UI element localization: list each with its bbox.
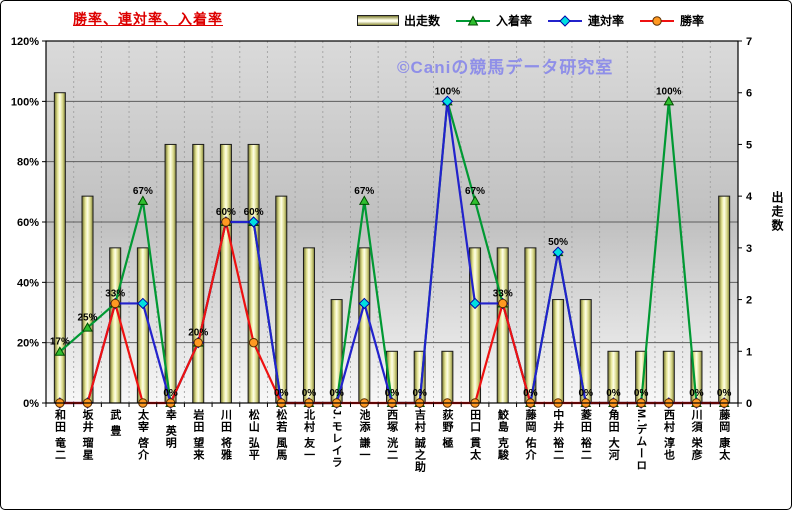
bar-starts [358, 247, 371, 404]
left-axis-tick-label: 20% [17, 338, 39, 350]
circle-line-icon [640, 15, 675, 26]
bar-starts [247, 143, 260, 404]
left-axis-tick-label: 40% [17, 277, 39, 289]
triangle-marker-finish-rate [469, 195, 481, 205]
right-axis-tick-label: 0 [746, 398, 752, 410]
bar-starts [496, 247, 509, 404]
bar-starts [136, 247, 149, 404]
right-axis-tick-label: 7 [746, 36, 752, 48]
circle-marker-win-rate [110, 298, 120, 309]
right-axis-tick-label: 5 [746, 139, 752, 151]
legend-item-finish-rate: 入着率 [455, 12, 532, 29]
diamond-line-icon [548, 14, 583, 27]
triangle-marker-finish-rate [663, 95, 675, 106]
circle-marker-win-rate [498, 298, 508, 309]
bar-starts [81, 195, 94, 404]
triangle-marker-finish-rate [137, 195, 149, 205]
right-axis-tick-label: 4 [746, 191, 753, 203]
diamond-marker-quinella-rate [247, 216, 260, 228]
left-axis-tick-label: 120% [11, 36, 39, 48]
diamond-marker-quinella-rate [358, 297, 371, 310]
point-label: 50% [548, 237, 568, 248]
legend-item-quinella-rate: 連対率 [547, 12, 624, 29]
legend-label-quinella-rate: 連対率 [588, 14, 625, 28]
right-axis-title: 出走数 [770, 191, 784, 233]
point-label: 0% [302, 388, 317, 399]
point-label: 0% [717, 388, 732, 399]
point-label: 60% [216, 207, 236, 218]
bar-starts [109, 247, 122, 404]
point-label: 100% [435, 86, 461, 97]
left-axis-tick-label: 0% [23, 398, 39, 410]
chart-title: 勝率、連対率、入着率 [73, 11, 223, 27]
legend-label-starts: 出走数 [404, 14, 441, 28]
circle-marker-win-rate [248, 337, 259, 348]
diamond-marker-quinella-rate [552, 246, 564, 258]
legend: 出走数 入着率 連対率 勝率 [357, 12, 704, 29]
point-label: 0% [163, 388, 178, 399]
point-label: 67% [354, 186, 374, 197]
point-label: 0% [274, 388, 289, 399]
point-label: 0% [689, 388, 704, 399]
triangle-marker-finish-rate [82, 322, 93, 332]
left-axis-tick-label: 60% [17, 217, 39, 229]
point-label: 0% [579, 388, 594, 399]
point-label: 0% [329, 388, 344, 399]
point-label: 25% [78, 313, 98, 324]
bar-starts [164, 143, 177, 404]
right-axis-tick-label: 1 [746, 346, 752, 358]
right-axis-tick-label: 2 [746, 295, 752, 307]
point-label: 0% [523, 388, 538, 399]
legend-item-win-rate: 勝率 [639, 12, 704, 29]
bar-starts [302, 247, 315, 404]
left-axis-tick-label: 100% [11, 96, 39, 108]
point-label: 17% [50, 337, 70, 348]
diamond-marker-quinella-rate [137, 297, 149, 310]
legend-label-win-rate: 勝率 [680, 14, 705, 28]
bar-starts [718, 195, 731, 404]
triangle-line-icon [456, 14, 491, 25]
point-label: 0% [606, 388, 621, 399]
point-label: 33% [493, 288, 513, 299]
legend-label-finish-rate: 入着率 [496, 14, 533, 28]
point-label: 60% [244, 207, 264, 218]
point-label: 0% [412, 388, 427, 399]
point-label: 20% [188, 328, 208, 339]
bar-starts [219, 143, 232, 404]
circle-marker-win-rate [221, 217, 231, 227]
circle-marker-win-rate [193, 337, 203, 348]
triangle-marker-finish-rate [54, 346, 66, 356]
point-label: 0% [634, 388, 649, 399]
bar-starts [441, 350, 454, 404]
point-label: 67% [465, 186, 485, 197]
bar-starts [662, 350, 675, 404]
watermark: ©Caniの競馬データ研究室 [397, 58, 614, 77]
diamond-marker-quinella-rate [469, 297, 481, 310]
bar-swatch-icon [357, 15, 399, 26]
right-axis-tick-label: 6 [746, 88, 752, 100]
right-axis-tick-label: 3 [746, 243, 752, 255]
triangle-marker-finish-rate [358, 195, 370, 205]
diamond-marker-quinella-rate [441, 95, 454, 108]
point-label: 33% [105, 288, 125, 299]
bar-starts [552, 299, 565, 404]
point-label: 67% [133, 186, 153, 197]
legend-item-starts: 出走数 [357, 12, 440, 29]
point-label: 0% [385, 388, 400, 399]
left-axis-tick-label: 80% [17, 157, 39, 169]
bar-starts [192, 143, 205, 404]
bar-starts [53, 92, 66, 404]
point-label: 100% [656, 86, 682, 97]
